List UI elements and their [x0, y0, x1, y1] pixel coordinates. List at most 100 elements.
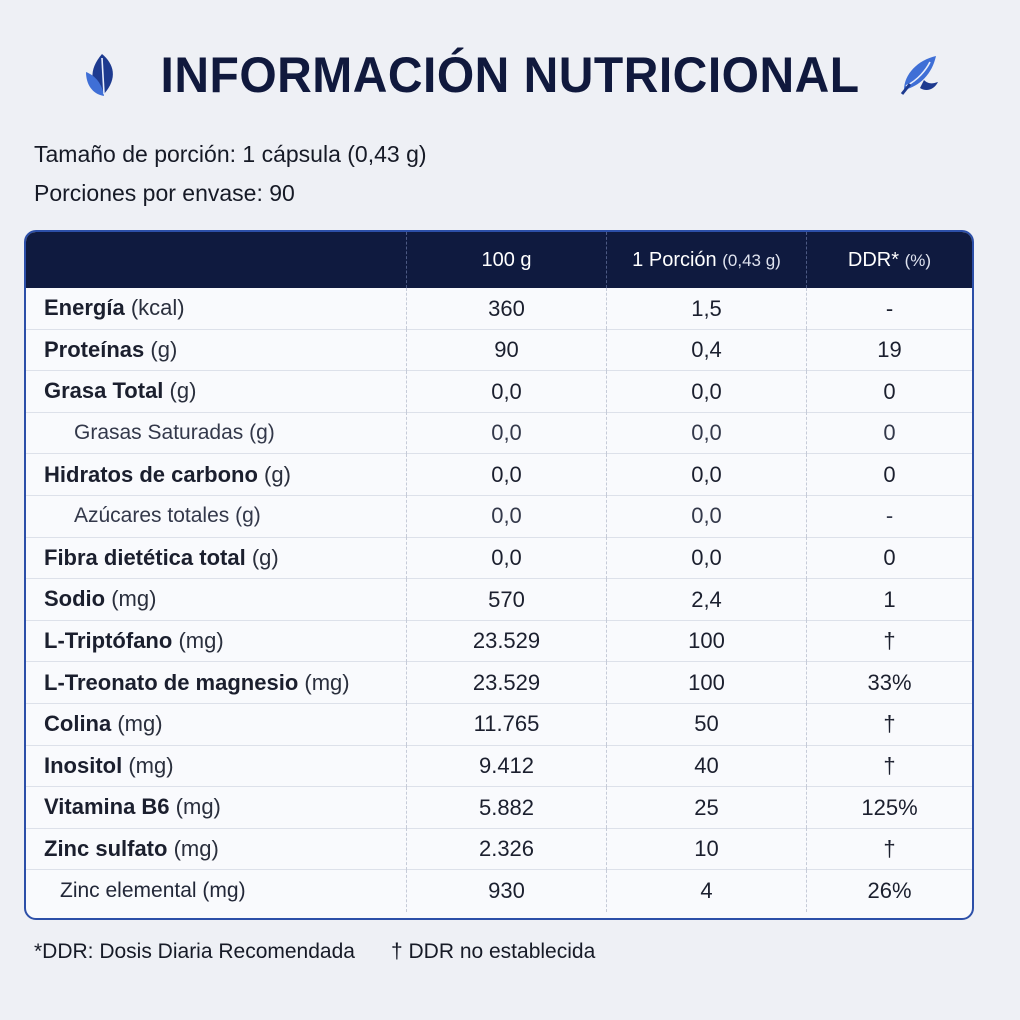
nutrient-unit: (mg) — [128, 752, 174, 778]
value-ddr: - — [806, 287, 972, 330]
value-ddr: 0 — [806, 537, 972, 579]
nutrient-name-cell: Grasa Total (g) — [26, 378, 406, 404]
nutrient-name-cell: Sodio (mg) — [26, 586, 406, 612]
value-ddr: † — [806, 828, 972, 870]
nutrient-name: Hidratos de carbono — [44, 461, 258, 487]
value-100g: 11.765 — [406, 703, 606, 746]
table-row: Azúcares totales (g) 0,0 0,0- — [26, 495, 972, 538]
footnote-dagger: † DDR no establecida — [390, 940, 596, 963]
value-100g: 0,0 — [406, 412, 606, 454]
value-ddr: 33% — [806, 661, 972, 704]
value-ddr: 125% — [806, 786, 972, 829]
value-ddr: † — [806, 703, 972, 746]
table-row: L-Treonato de magnesio (mg) 23.529 100 33% — [26, 661, 972, 704]
nutrient-unit: (g) — [235, 504, 261, 528]
value-ddr: 19 — [806, 329, 972, 371]
nutrient-name-cell: Proteínas (g) — [26, 337, 406, 363]
value-portion: 4 — [606, 870, 806, 912]
value-100g: 23.529 — [406, 661, 606, 704]
table-row: Colina (mg) 11.765 50 † — [26, 703, 972, 746]
nutrient-name: Fibra dietética total — [44, 544, 246, 570]
header-portion-label: 1 Porción — [632, 249, 717, 271]
nutrient-name-cell: Zinc elemental (mg) — [26, 879, 406, 903]
leaf-icon — [85, 54, 113, 96]
value-ddr: - — [806, 495, 972, 538]
leaf-icon — [900, 56, 939, 95]
nutrient-name: Zinc elemental — [60, 879, 197, 903]
nutrient-name: Grasa Total — [44, 378, 164, 404]
nutrient-unit: (mg) — [117, 711, 163, 737]
table-row: L-Triptófano (mg) 23.529 100 † — [26, 620, 972, 663]
nutrient-unit: (mg) — [173, 836, 219, 862]
value-portion: 1,5 — [606, 287, 806, 330]
nutrient-name: L-Treonato de magnesio — [44, 669, 299, 695]
nutrient-name: L-Triptófano — [44, 628, 173, 654]
value-portion: 0,0 — [606, 370, 806, 413]
table-row: Grasas Saturadas (g) 0,0 0,0 0 — [26, 412, 972, 455]
value-ddr: 1 — [806, 578, 972, 621]
table-row: Zinc elemental (mg) 930 4 26% — [26, 870, 972, 912]
footnotes: *DDR: Dosis Diaria Recomendada † DDR no … — [34, 940, 595, 964]
nutrient-unit: (mg) — [175, 794, 221, 820]
header-ddr-unit: (%) — [904, 251, 932, 270]
nutrient-name-cell: Grasas Saturadas (g) — [26, 421, 406, 445]
value-100g: 0,0 — [406, 537, 606, 579]
value-100g: 5.882 — [406, 786, 606, 829]
table-header: 100 g 1 Porción (0,43 g) DDR* (%) — [26, 232, 972, 288]
value-100g: 0,0 — [406, 453, 606, 496]
table-row: Energía (kcal) 360 1,5- — [26, 287, 972, 330]
nutrient-unit: (mg) — [111, 586, 157, 612]
value-ddr: † — [806, 745, 972, 787]
nutrient-name-cell: L-Treonato de magnesio (mg) — [26, 670, 406, 696]
value-portion: 10 — [606, 828, 806, 870]
header-portion: 1 Porción (0,43 g) — [606, 232, 806, 288]
nutrient-unit: (mg) — [304, 669, 350, 695]
nutrient-name-cell: Inositol (mg) — [26, 753, 406, 779]
nutrient-name-cell: Energía (kcal) — [26, 295, 406, 321]
value-portion: 0,0 — [606, 537, 806, 579]
nutrition-table: 100 g 1 Porción (0,43 g) DDR* (%) Energí… — [24, 230, 974, 920]
value-ddr: 0 — [806, 412, 972, 454]
table-row: Grasa Total (g) 0,0 0,0 0 — [26, 370, 972, 413]
value-100g: 930 — [406, 870, 606, 912]
value-portion: 100 — [606, 620, 806, 662]
nutrient-name: Vitamina B6 — [44, 794, 170, 820]
nutrient-name-cell: L-Triptófano (mg) — [26, 628, 406, 654]
nutrient-name-cell: Zinc sulfato (mg) — [26, 836, 406, 862]
nutrient-unit: (mg) — [202, 879, 246, 903]
nutrient-unit: (g) — [264, 461, 291, 487]
value-ddr: † — [806, 620, 972, 662]
header-ddr: DDR* (%) — [806, 232, 972, 288]
value-portion: 100 — [606, 661, 806, 704]
nutrient-name-cell: Colina (mg) — [26, 711, 406, 737]
nutrient-name: Colina — [44, 711, 112, 737]
value-portion: 50 — [606, 703, 806, 746]
nutrient-name-cell: Hidratos de carbono (g) — [26, 462, 406, 488]
page-title: INFORMACIÓN NUTRICIONAL — [160, 47, 860, 103]
value-100g: 0,0 — [406, 495, 606, 538]
nutrient-name: Energía — [44, 295, 125, 321]
nutrient-name: Grasas Saturadas — [74, 421, 244, 445]
nutrient-name: Zinc sulfato — [44, 836, 168, 862]
servings-per-container: Porciones por envase: 90 — [34, 180, 295, 206]
nutrient-name-cell: Vitamina B6 (mg) — [26, 794, 406, 820]
value-ddr: 0 — [806, 370, 972, 413]
value-100g: 23.529 — [406, 620, 606, 662]
nutrient-unit: (g) — [249, 421, 275, 445]
table-row: Proteínas (g) 90 0,4 19 — [26, 329, 972, 372]
value-portion: 0,0 — [606, 412, 806, 454]
serving-size: Tamaño de porción: 1 cápsula (0,43 g) — [34, 141, 427, 167]
header-100g: 100 g — [406, 232, 606, 288]
value-100g: 2.326 — [406, 828, 606, 870]
table-row: Hidratos de carbono (g) 0,0 0,0 0 — [26, 453, 972, 496]
table-row: Fibra dietética total (g) 0,0 0,0 0 — [26, 537, 972, 580]
table-row: Zinc sulfato (mg) 2.326 10 † — [26, 828, 972, 871]
header-ddr-label: DDR* — [847, 249, 900, 271]
table-row: Vitamina B6 (mg) 5.882 25 125% — [26, 786, 972, 829]
value-100g: 0,0 — [406, 370, 606, 413]
title-row: INFORMACIÓN NUTRICIONAL — [0, 40, 1020, 110]
value-ddr: 26% — [806, 870, 972, 912]
header-name-column — [26, 232, 406, 288]
value-portion: 0,0 — [606, 495, 806, 538]
nutrient-name-cell: Fibra dietética total (g) — [26, 545, 406, 571]
